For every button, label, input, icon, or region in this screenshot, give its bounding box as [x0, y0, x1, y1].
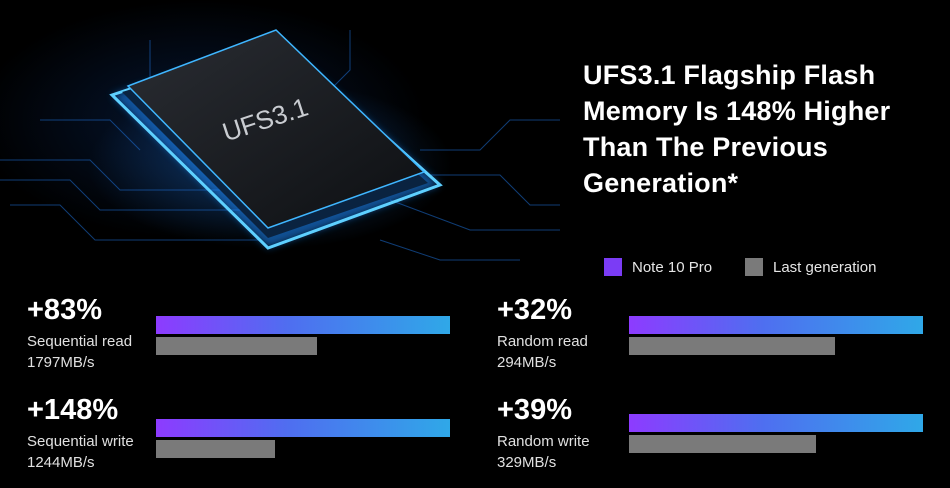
bar-sequential-write-current [156, 419, 450, 437]
legend-item-previous: Last generation [745, 258, 876, 276]
bar-random-read-previous [629, 337, 835, 355]
stat-percent: +39% [497, 394, 572, 426]
legend-item-current: Note 10 Pro [604, 258, 712, 276]
stat-label: Random read 294MB/s [497, 333, 588, 371]
circuit-traces [0, 30, 560, 261]
stat-label: Sequential write 1244MB/s [27, 433, 134, 471]
stat-label: Sequential read 1797MB/s [27, 333, 133, 371]
stat-percent: +83% [27, 294, 102, 326]
hero-chip-image: UFS3.1 [0, 0, 560, 290]
stat-sequential-write: +148% Sequential write 1244MB/s [27, 394, 152, 473]
stat-sequential-read: +83% Sequential read 1797MB/s [27, 294, 152, 373]
bar-random-write-previous [629, 435, 816, 453]
chip-illustration: UFS3.1 [0, 29, 560, 261]
stat-percent: +32% [497, 294, 572, 326]
stat-random-write: +39% Random write 329MB/s [497, 394, 612, 473]
stat-percent: +148% [27, 394, 119, 426]
bar-sequential-read-previous [156, 337, 317, 355]
bar-random-write-current [629, 414, 923, 432]
stat-label: Random write 329MB/s [497, 433, 590, 471]
bar-sequential-read-current [156, 316, 450, 334]
bar-random-read-current [629, 316, 923, 334]
legend-label-previous: Last generation [773, 258, 877, 276]
bar-sequential-write-previous [156, 440, 275, 458]
stat-random-read: +32% Random read 294MB/s [497, 294, 612, 373]
legend-swatch-current [604, 258, 622, 276]
page-headline: UFS3.1 Flagship Flash Memory Is 148% Hig… [583, 60, 891, 198]
legend-label-current: Note 10 Pro [632, 258, 713, 276]
legend-swatch-previous [745, 258, 763, 276]
